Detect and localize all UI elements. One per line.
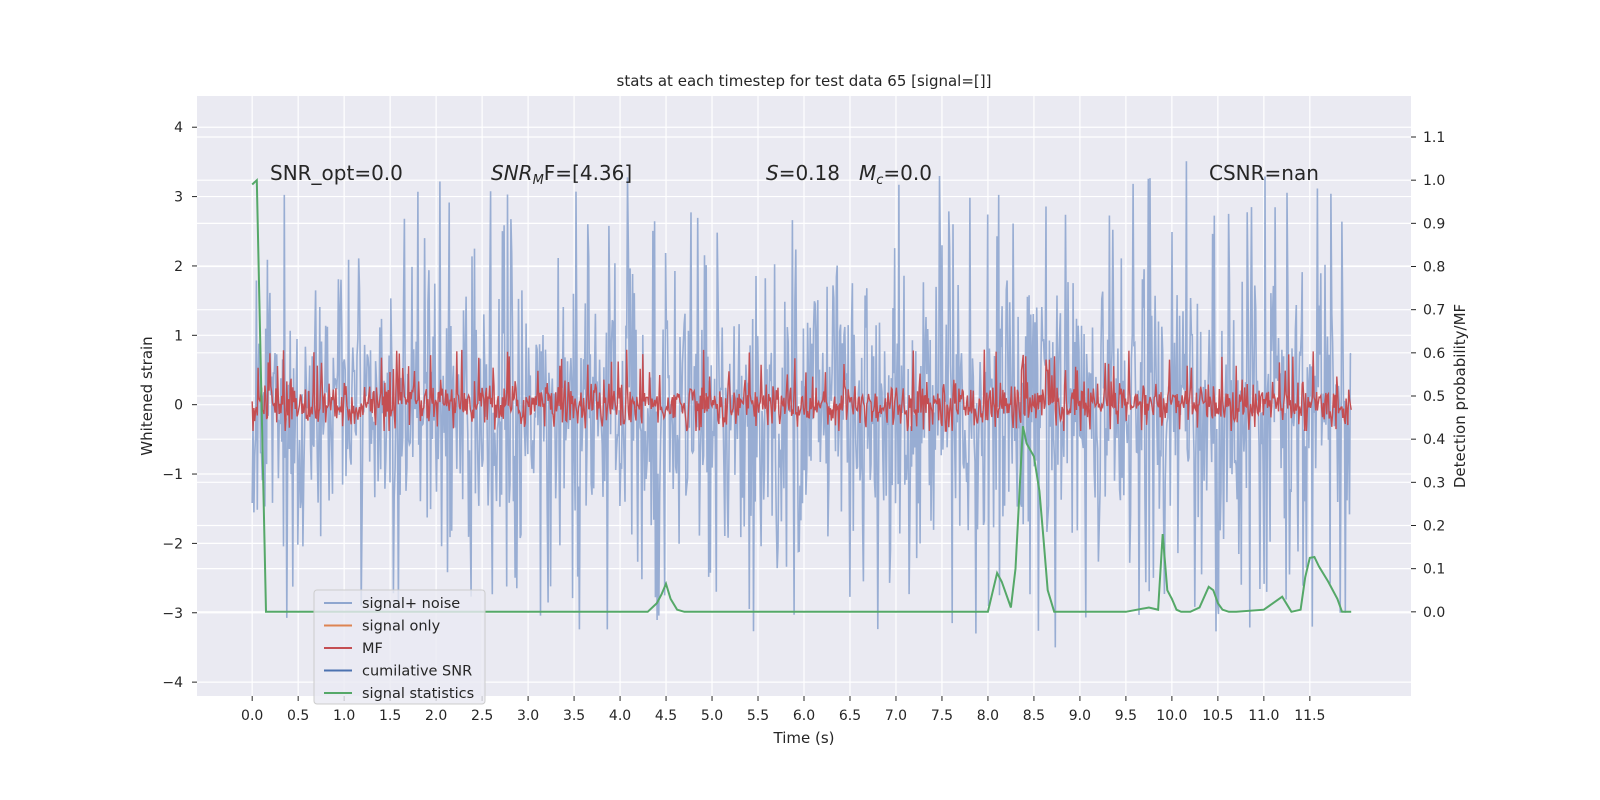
annotation-snr-opt: SNR_opt=0.0 — [270, 161, 403, 185]
grid — [197, 96, 1411, 696]
y2-tick-label: 0.8 — [1423, 260, 1445, 276]
legend-label: cumilative SNR — [362, 664, 472, 680]
x-tick-label: 6.5 — [839, 708, 861, 724]
y2-tick-label: 0.1 — [1423, 562, 1445, 578]
y2-tick-label: 0.0 — [1423, 605, 1445, 621]
y-tick-label: 1 — [174, 328, 183, 344]
x-tick-label: 7.0 — [885, 708, 907, 724]
x-tick-label: 6.0 — [793, 708, 815, 724]
x-tick-label: 8.5 — [1023, 708, 1045, 724]
annotation-s-rest: =0.18 — [779, 161, 840, 185]
x-tick-label: 10.0 — [1156, 708, 1187, 724]
legend-item: signal only — [324, 619, 441, 635]
y-tick-label: 4 — [174, 120, 183, 136]
legend-label: signal+ noise — [362, 596, 460, 612]
y2-tick-label: 0.7 — [1423, 303, 1445, 319]
legend-item: signal+ noise — [324, 596, 460, 612]
x-axis-label: Time (s) — [773, 729, 835, 747]
x-tick-label: 2.5 — [471, 708, 493, 724]
annotation-mc-sub: c — [876, 173, 883, 188]
annotation-snr-mf-sub: M — [533, 173, 544, 188]
chart-title: stats at each timestep for test data 65 … — [617, 72, 992, 90]
y2-tick-label: 0.9 — [1423, 216, 1445, 232]
y-tick-label: 3 — [174, 190, 183, 206]
series-layer — [251, 161, 1352, 648]
x-tick-label: 9.5 — [1115, 708, 1137, 724]
x-tick-label: 5.5 — [747, 708, 769, 724]
axes-layer: 0.0 0.5 1.0 1.5 2.0 2.5 3.0 3.5 4.0 4.5 5.0 5.5 6.0 6… — [162, 120, 1445, 724]
x-tick-label: 2.0 — [425, 708, 447, 724]
x-tick-label: 10.5 — [1202, 708, 1233, 724]
y2-tick-label: 0.2 — [1423, 518, 1445, 534]
y2-tick-label: 1.1 — [1423, 130, 1445, 146]
legend-label: signal only — [362, 619, 441, 635]
annotation-snr-mf-name: SNR — [491, 161, 533, 185]
y2-tick-label: 0.5 — [1423, 389, 1445, 405]
x-tick-label: 1.5 — [379, 708, 401, 724]
annotation-mc-rest: =0.0 — [883, 161, 932, 185]
annotation-csnr: CSNR=nan — [1209, 161, 1319, 185]
y-tick-label: −4 — [162, 675, 183, 691]
y-axis-label: Whitened strain — [138, 336, 156, 455]
y-tick-label: −1 — [162, 467, 183, 483]
x-tick-label: 11.0 — [1248, 708, 1279, 724]
y2-tick-label: 1.0 — [1423, 173, 1445, 189]
x-tick-label: 7.5 — [931, 708, 953, 724]
y-tick-label: −2 — [162, 536, 183, 552]
x-tick-label: 0.0 — [241, 708, 263, 724]
annotation-s: S=0.18 — [766, 161, 840, 185]
y2-tick-label: 0.6 — [1423, 346, 1445, 362]
y2-tick-label: 0.4 — [1423, 432, 1445, 448]
annotation-mc: Mc=0.0 — [859, 161, 932, 188]
x-tick-label: 9.0 — [1069, 708, 1091, 724]
x-tick-label: 1.0 — [333, 708, 355, 724]
legend-box — [313, 589, 486, 705]
x-tick-label: 4.0 — [609, 708, 631, 724]
annotation-mc-name: M — [859, 161, 876, 185]
y2-axis-label: Detection probability/MF — [1451, 304, 1469, 488]
x-tick-label: 4.5 — [655, 708, 677, 724]
legend: signal+ noise signal only MF cumilative SNR… — [313, 589, 486, 705]
x-tick-label: 5.0 — [701, 708, 723, 724]
x-tick-label: 3.0 — [517, 708, 539, 724]
annotation-snr-mf: SNRMF=[4.36] — [491, 161, 632, 188]
legend-label: MF — [362, 641, 383, 657]
y-tick-label: 0 — [174, 398, 183, 414]
legend-item: signal statistics — [324, 686, 474, 702]
legend-item: cumilative SNR — [324, 664, 472, 680]
legend-label: signal statistics — [362, 686, 474, 702]
x-tick-label: 8.0 — [977, 708, 999, 724]
annotations: SNR_opt=0.0 SNRMF=[4.36] S=0.18 Mc=0.0 C… — [270, 161, 1319, 188]
y-tick-label: −3 — [162, 606, 183, 622]
series-mf — [251, 349, 1352, 432]
annotation-s-name: S — [766, 161, 779, 185]
series-signal-noise — [251, 161, 1352, 648]
annotation-snr-mf-rest: F=[4.36] — [544, 161, 632, 185]
legend-item: MF — [324, 641, 383, 657]
series-signal-statistics — [251, 177, 1352, 613]
x-tick-label: 11.5 — [1294, 708, 1325, 724]
x-tick-label: 3.5 — [563, 708, 585, 724]
y-tick-label: 2 — [174, 259, 183, 275]
x-tick-label: 0.5 — [287, 708, 309, 724]
y2-tick-label: 0.3 — [1423, 475, 1445, 491]
